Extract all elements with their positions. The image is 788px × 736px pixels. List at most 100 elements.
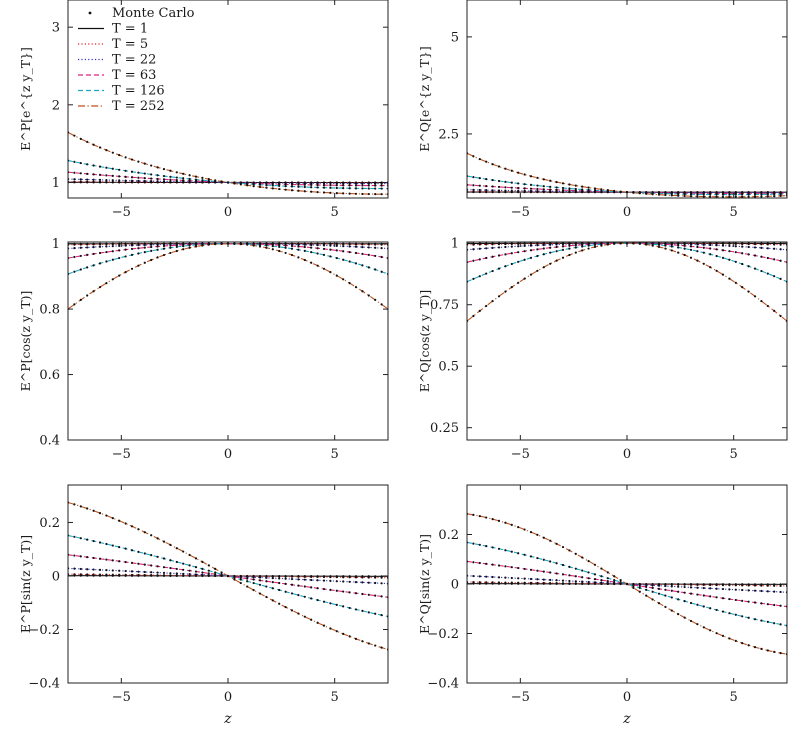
monte-carlo-point: [182, 172, 185, 175]
monte-carlo-point: [86, 556, 89, 559]
monte-carlo-point: [766, 195, 769, 198]
monte-carlo-point: [536, 244, 539, 247]
monte-carlo-point: [715, 193, 718, 196]
monte-carlo-point: [361, 245, 364, 249]
y-tick-label: 2.5: [438, 127, 459, 142]
monte-carlo-point: [721, 634, 725, 637]
monte-carlo-point: [561, 248, 565, 251]
monte-carlo-point: [517, 566, 520, 570]
monte-carlo-point: [555, 542, 558, 545]
monte-carlo-point: [290, 244, 294, 248]
monte-carlo-point: [670, 245, 673, 248]
monte-carlo-point: [683, 244, 686, 247]
monte-carlo-point: [741, 262, 744, 266]
monte-carlo-point: [536, 187, 539, 191]
monte-carlo-point: [271, 599, 274, 602]
plot-frame: [466, 241, 788, 441]
monte-carlo-point: [329, 248, 332, 251]
monte-carlo-point: [523, 258, 526, 261]
monte-carlo-point: [517, 281, 520, 284]
monte-carlo-point: [342, 258, 345, 261]
monte-carlo-point: [773, 195, 776, 198]
monte-carlo-point: [491, 189, 494, 192]
monte-carlo-point: [310, 243, 313, 247]
monte-carlo-point: [124, 271, 127, 274]
monte-carlo-point: [182, 572, 185, 575]
monte-carlo-point: [542, 558, 545, 561]
monte-carlo-point: [348, 192, 351, 195]
monte-carlo-point: [374, 644, 377, 647]
legend-marker-monte-carlo: [88, 11, 92, 15]
monte-carlo-point: [581, 556, 584, 559]
monte-carlo-point: [536, 578, 539, 581]
monte-carlo-point: [137, 252, 140, 255]
x-tick-label: −5: [511, 205, 530, 220]
monte-carlo-point: [303, 185, 306, 189]
monte-carlo-point: [322, 247, 326, 251]
monte-carlo-point: [741, 588, 744, 592]
series-line-T126: [68, 159, 388, 190]
monte-carlo-point: [367, 642, 370, 645]
monte-carlo-point: [329, 184, 332, 187]
monte-carlo-point: [779, 604, 782, 607]
monte-carlo-point: [130, 549, 134, 552]
monte-carlo-point: [175, 574, 178, 577]
monte-carlo-point: [721, 273, 725, 276]
monte-carlo-point: [689, 592, 693, 595]
monte-carlo-point: [574, 251, 577, 254]
monte-carlo-point: [98, 245, 102, 248]
monte-carlo-point: [271, 187, 274, 190]
monte-carlo-point: [374, 612, 377, 615]
monte-carlo-point: [561, 256, 565, 259]
monte-carlo-point: [111, 243, 114, 246]
monte-carlo-point: [504, 576, 507, 579]
monte-carlo-point: [92, 143, 95, 146]
monte-carlo-point: [581, 243, 584, 246]
monte-carlo-point: [555, 579, 558, 582]
monte-carlo-point: [162, 244, 166, 248]
monte-carlo-point: [773, 193, 776, 196]
monte-carlo-point: [696, 250, 699, 253]
monte-carlo-point: [348, 580, 351, 583]
monte-carlo-point: [741, 642, 744, 645]
monte-carlo-point: [278, 187, 281, 191]
monte-carlo-point: [150, 173, 153, 176]
monte-carlo-point: [523, 189, 526, 192]
monte-carlo-point: [715, 596, 718, 599]
monte-carlo-point: [689, 583, 693, 586]
monte-carlo-point: [290, 185, 294, 188]
monte-carlo-point: [92, 243, 95, 246]
monte-carlo-point: [683, 194, 686, 198]
monte-carlo-point: [741, 286, 744, 289]
monte-carlo-point: [747, 600, 750, 603]
monte-carlo-point: [265, 595, 268, 599]
monte-carlo-point: [536, 248, 539, 251]
monte-carlo-point: [130, 267, 134, 270]
monte-carlo-point: [497, 243, 501, 246]
monte-carlo-point: [194, 566, 198, 569]
monte-carlo-point: [105, 514, 108, 517]
monte-carlo-point: [689, 601, 693, 605]
monte-carlo-point: [322, 587, 326, 591]
monte-carlo-point: [118, 243, 121, 246]
monte-carlo-point: [290, 609, 294, 612]
monte-carlo-point: [760, 269, 763, 273]
monte-carlo-point: [625, 191, 629, 194]
monte-carlo-point: [354, 581, 358, 584]
monte-carlo-point: [137, 528, 140, 531]
monte-carlo-point: [523, 244, 526, 248]
monte-carlo-point: [182, 574, 185, 577]
monte-carlo-point: [491, 299, 494, 303]
monte-carlo-point: [137, 550, 140, 553]
monte-carlo-point: [111, 245, 114, 248]
monte-carlo-point: [297, 183, 300, 186]
monte-carlo-point: [504, 245, 507, 249]
monte-carlo-point: [568, 183, 571, 186]
monte-carlo-point: [367, 246, 370, 249]
monte-carlo-point: [638, 584, 641, 588]
monte-carlo-point: [214, 243, 217, 246]
monte-carlo-point: [137, 160, 140, 163]
monte-carlo-point: [342, 278, 345, 281]
monte-carlo-point: [555, 245, 558, 249]
monte-carlo-point: [542, 247, 545, 250]
